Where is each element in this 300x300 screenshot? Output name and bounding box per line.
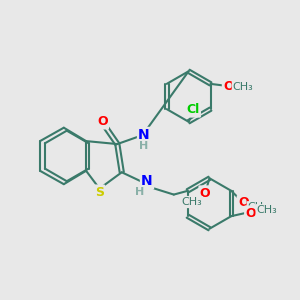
Text: N: N: [141, 174, 153, 188]
Text: H: H: [135, 187, 144, 196]
Text: O: O: [245, 207, 256, 220]
Text: CH₃: CH₃: [181, 197, 202, 207]
Text: O: O: [223, 80, 234, 93]
Text: H: H: [140, 140, 149, 151]
Text: O: O: [97, 115, 108, 128]
Text: Cl: Cl: [187, 103, 200, 116]
Text: CH₃: CH₃: [248, 202, 268, 212]
Text: CH₃: CH₃: [256, 205, 278, 215]
Text: O: O: [200, 187, 210, 200]
Text: CH₃: CH₃: [233, 82, 254, 92]
Text: N: N: [138, 128, 150, 142]
Text: O: O: [238, 196, 248, 209]
Text: S: S: [95, 186, 104, 199]
